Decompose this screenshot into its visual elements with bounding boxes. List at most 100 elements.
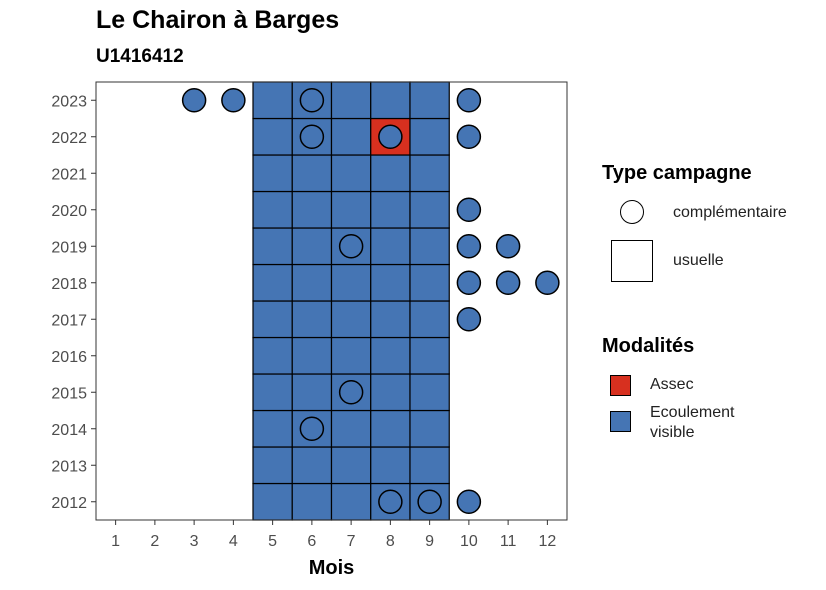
y-tick-label: 2020 xyxy=(51,203,87,220)
square-mark xyxy=(252,446,293,485)
y-tick-label: 2018 xyxy=(51,276,87,293)
x-tick-label: 4 xyxy=(229,533,238,550)
legend-label-usuelle: usuelle xyxy=(673,252,724,269)
square-mark xyxy=(330,446,372,485)
y-tick-label: 2017 xyxy=(51,312,87,329)
y-tick-label: 2021 xyxy=(51,166,87,183)
circle-mark xyxy=(378,489,403,514)
square-mark xyxy=(370,154,411,193)
square-mark xyxy=(330,263,372,302)
square-mark xyxy=(409,263,450,302)
x-tick-label: 12 xyxy=(538,533,556,550)
circle-mark xyxy=(221,88,246,113)
x-tick-label: 2 xyxy=(150,533,159,550)
square-mark xyxy=(291,263,333,302)
square-mark xyxy=(370,81,411,120)
circle-mark xyxy=(378,124,403,149)
circle-mark xyxy=(456,124,482,149)
circle-mark xyxy=(456,270,482,295)
y-tick-label: 2014 xyxy=(51,422,87,439)
square-mark xyxy=(330,154,372,193)
square-mark xyxy=(252,190,293,229)
circle-mark xyxy=(456,307,482,332)
square-mark xyxy=(252,227,293,266)
x-tick-label: 9 xyxy=(425,533,434,550)
circle-mark xyxy=(535,270,560,295)
x-tick-label: 7 xyxy=(347,533,356,550)
square-mark xyxy=(330,300,372,339)
circle-mark xyxy=(299,416,325,441)
square-mark xyxy=(370,300,411,339)
y-tick-label: 2023 xyxy=(51,93,87,110)
circle-mark xyxy=(338,234,364,259)
x-tick-label: 1 xyxy=(111,533,120,550)
square-mark xyxy=(291,446,333,485)
legend-label-complementaire: complémentaire xyxy=(673,204,787,221)
square-mark xyxy=(409,227,450,266)
square-mark xyxy=(409,336,450,375)
square-mark xyxy=(330,190,372,229)
square-mark xyxy=(370,263,411,302)
legend-title-modalites: Modalités xyxy=(602,335,695,357)
legend-title-type-campagne: Type campagne xyxy=(602,162,752,184)
square-mark xyxy=(330,117,372,156)
circle-mark xyxy=(299,88,325,113)
plot-panel-border xyxy=(95,81,568,521)
square-mark xyxy=(330,409,372,448)
y-tick-label: 2015 xyxy=(51,385,87,402)
circle-mark xyxy=(495,234,521,259)
square-mark xyxy=(330,81,372,120)
square-mark xyxy=(409,446,450,485)
square-mark xyxy=(370,446,411,485)
square-mark xyxy=(409,409,450,448)
x-tick-label: 5 xyxy=(268,533,277,550)
square-mark xyxy=(291,190,333,229)
square-mark xyxy=(252,263,293,302)
y-tick-label: 2013 xyxy=(51,458,87,475)
square-mark xyxy=(252,336,293,375)
legend-assec-swatch xyxy=(610,375,631,396)
square-mark xyxy=(370,227,411,266)
square-mark xyxy=(409,373,450,412)
square-mark xyxy=(291,482,333,521)
x-tick-label: 8 xyxy=(386,533,395,550)
square-mark xyxy=(291,227,333,266)
square-mark xyxy=(330,482,372,521)
circle-mark xyxy=(495,270,521,295)
square-mark xyxy=(409,300,450,339)
square-mark xyxy=(252,81,293,120)
x-tick-label: 11 xyxy=(500,533,517,550)
y-tick-label: 2019 xyxy=(51,239,87,256)
circle-mark xyxy=(456,197,482,222)
circle-mark xyxy=(181,88,207,113)
circle-mark xyxy=(456,88,482,113)
square-mark xyxy=(409,81,450,120)
x-axis-title: Mois xyxy=(309,557,355,579)
square-mark xyxy=(252,409,293,448)
x-tick-label: 3 xyxy=(190,533,199,550)
square-mark xyxy=(370,336,411,375)
square-mark xyxy=(291,336,333,375)
chart-subtitle: U1416412 xyxy=(96,46,184,67)
square-mark xyxy=(291,373,333,412)
circle-mark xyxy=(299,124,325,149)
legend-label-ecoulement-visible: Ecoulement visible xyxy=(650,404,735,441)
square-mark xyxy=(252,117,293,156)
legend-label-assec: Assec xyxy=(650,376,694,393)
square-mark xyxy=(252,300,293,339)
circle-mark xyxy=(417,489,442,514)
y-tick-label: 2012 xyxy=(51,495,87,512)
y-tick-label: 2022 xyxy=(51,130,87,147)
square-mark xyxy=(291,154,333,193)
square-mark xyxy=(252,154,293,193)
y-tick-label: 2016 xyxy=(51,349,87,366)
legend-square-symbol xyxy=(611,240,653,282)
square-mark xyxy=(370,373,411,412)
legend-circle-symbol xyxy=(620,200,644,224)
square-mark xyxy=(252,482,293,521)
square-mark xyxy=(330,336,372,375)
square-mark xyxy=(409,117,450,156)
chart-title: Le Chairon à Barges xyxy=(96,6,340,34)
circle-mark xyxy=(338,380,364,405)
